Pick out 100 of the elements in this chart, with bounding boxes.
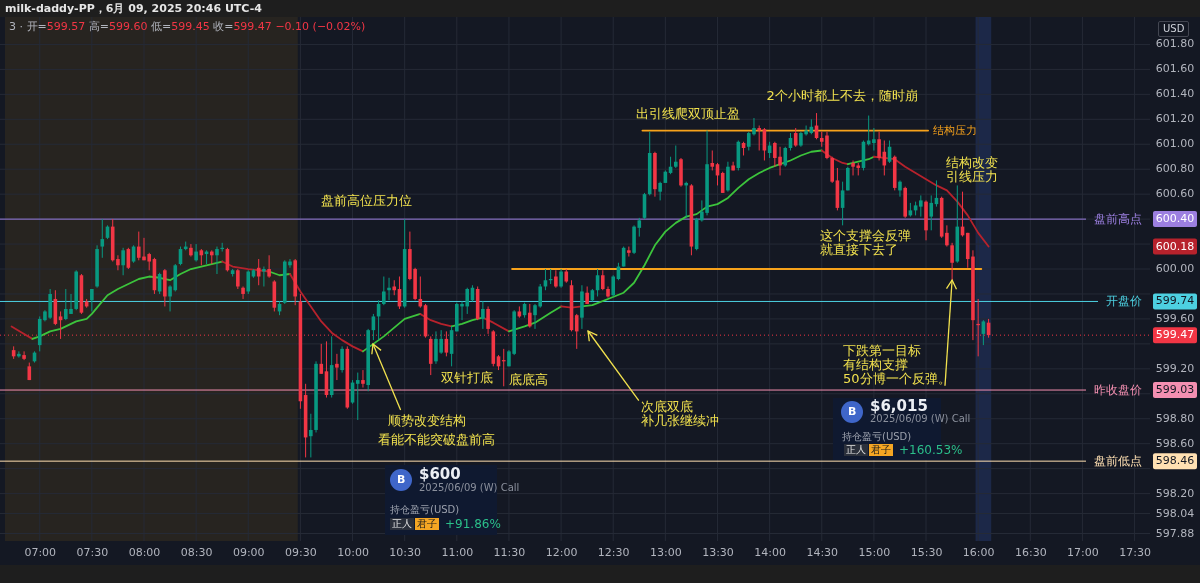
x-tick-label: 11:00: [441, 545, 474, 559]
candlestick: [627, 246, 631, 258]
x-tick-label: 09:00: [232, 545, 265, 559]
series-label: 结构压力: [933, 123, 978, 137]
candlestick: [606, 285, 610, 299]
candlestick: [554, 269, 558, 289]
x-tick-label: 16:00: [962, 545, 995, 559]
ref-line-label: 开盘价: [1106, 294, 1142, 309]
annotation: B: [397, 473, 406, 486]
x-tick-label: 08:30: [180, 545, 213, 559]
y-tick-label: 601.60: [1155, 62, 1195, 76]
candlestick: [236, 268, 240, 290]
x-tick-label: 15:30: [910, 545, 943, 559]
candlestick: [658, 181, 662, 201]
y-tick-label: 601.80: [1155, 37, 1195, 51]
annotation: 看能不能突破盘前高: [377, 432, 495, 447]
y-tick-label: 598.20: [1155, 486, 1195, 500]
annotation: 持仓盈亏(USD): [390, 504, 460, 516]
annotation: 2个小时都上不去，随时崩: [766, 88, 918, 103]
x-tick-label: 12:00: [545, 545, 578, 559]
annotation: +91.86%: [445, 517, 501, 531]
x-tick-label: 12:30: [597, 545, 630, 559]
y-tick-label: 601.20: [1155, 112, 1195, 126]
annotation: 2025/06/09 (W) Call: [870, 413, 971, 425]
y-tick-label: 598.60: [1155, 436, 1195, 450]
candlestick: [574, 313, 579, 350]
annotation: 次底双底: [641, 399, 693, 414]
candlestick: [726, 161, 730, 193]
candlestick: [501, 348, 506, 387]
y-tick-label: 601.00: [1155, 137, 1195, 151]
x-tick-label: 11:30: [493, 545, 526, 559]
text: 599.03: [1155, 383, 1195, 397]
candlestick: [267, 254, 271, 279]
y-tick-label: 600.80: [1155, 162, 1195, 176]
candlestick: [194, 243, 198, 263]
candlestick: [559, 268, 563, 289]
annotation: 盘前高位压力位: [320, 193, 412, 208]
annotation: 君子: [869, 444, 893, 456]
candlestick: [877, 131, 881, 161]
candlestick: [783, 146, 788, 168]
annotation: B: [848, 405, 857, 418]
annotation: 补几张继续冲: [641, 413, 719, 428]
text: 600.40: [1155, 212, 1195, 226]
y-tick-label: 599.20: [1155, 361, 1195, 375]
annotation: 下跌第一目标: [843, 343, 921, 358]
ref-line-label: 盘前低点: [1094, 454, 1142, 469]
ref-line-label: 盘前高点: [1094, 212, 1142, 227]
annotation: 顺势改变结构: [388, 413, 466, 428]
text: 599.47: [1155, 328, 1195, 342]
x-tick-label: 07:00: [24, 545, 57, 559]
candlestick: [241, 285, 245, 300]
candlestick: [121, 247, 125, 276]
annotation: 双针打底: [441, 370, 493, 385]
y-tick-label: 599.60: [1155, 311, 1195, 325]
annotation: $600: [419, 465, 461, 483]
annotation: 持仓盈亏(USD): [842, 431, 912, 443]
candlestick: [262, 266, 266, 287]
x-tick-label: 15:00: [858, 545, 891, 559]
candlestick: [830, 156, 834, 184]
y-tick-label: 601.40: [1155, 87, 1195, 101]
candlestick: [710, 150, 715, 171]
x-tick-label: 17:00: [1067, 545, 1099, 559]
candlestick: [340, 345, 344, 374]
x-tick-label: 17:30: [1119, 545, 1151, 559]
annotation: 正人: [844, 444, 868, 456]
candlestick: [600, 269, 605, 291]
candlestick: [945, 224, 949, 248]
candlestick: [720, 171, 725, 194]
line-series: [820, 149, 849, 166]
candlestick: [309, 413, 313, 458]
y-tick-label: 598.80: [1155, 411, 1195, 425]
chart-title: milk-daddy-PP，6月 09, 2025 20:46 UTC-4: [5, 2, 262, 15]
line-series: [31, 260, 224, 340]
y-tick-label: 597.88: [1155, 526, 1195, 540]
annotation: 2025/06/09 (W) Call: [419, 482, 520, 494]
candlestick: [929, 194, 934, 231]
candlestick: [950, 242, 954, 281]
candlestick: [246, 269, 251, 295]
text: 598.46: [1155, 454, 1195, 468]
candlestick: [611, 274, 616, 297]
annotation: 引线压力: [946, 169, 998, 184]
line-series: [846, 155, 875, 166]
annotation: +160.53%: [899, 443, 963, 457]
candlestick: [22, 350, 26, 361]
line-series: [362, 313, 422, 353]
annotation: 正人: [390, 518, 414, 530]
x-tick-label: 10:00: [337, 545, 369, 559]
annotation: 599.47: [233, 20, 272, 33]
y-tick-label: 598.04: [1155, 506, 1195, 520]
annotation: 有结构支撑: [843, 357, 908, 372]
candlestick: [919, 194, 923, 218]
y-axis-title: USD: [1158, 21, 1190, 37]
candlestick: [189, 243, 193, 258]
candlestick: [898, 179, 902, 198]
annotation: 君子: [415, 518, 439, 530]
line-series: [289, 273, 364, 353]
candlestick: [382, 276, 386, 306]
candlestick: [361, 369, 365, 389]
annotation: 底底高: [508, 372, 548, 387]
candlestick: [757, 125, 761, 151]
